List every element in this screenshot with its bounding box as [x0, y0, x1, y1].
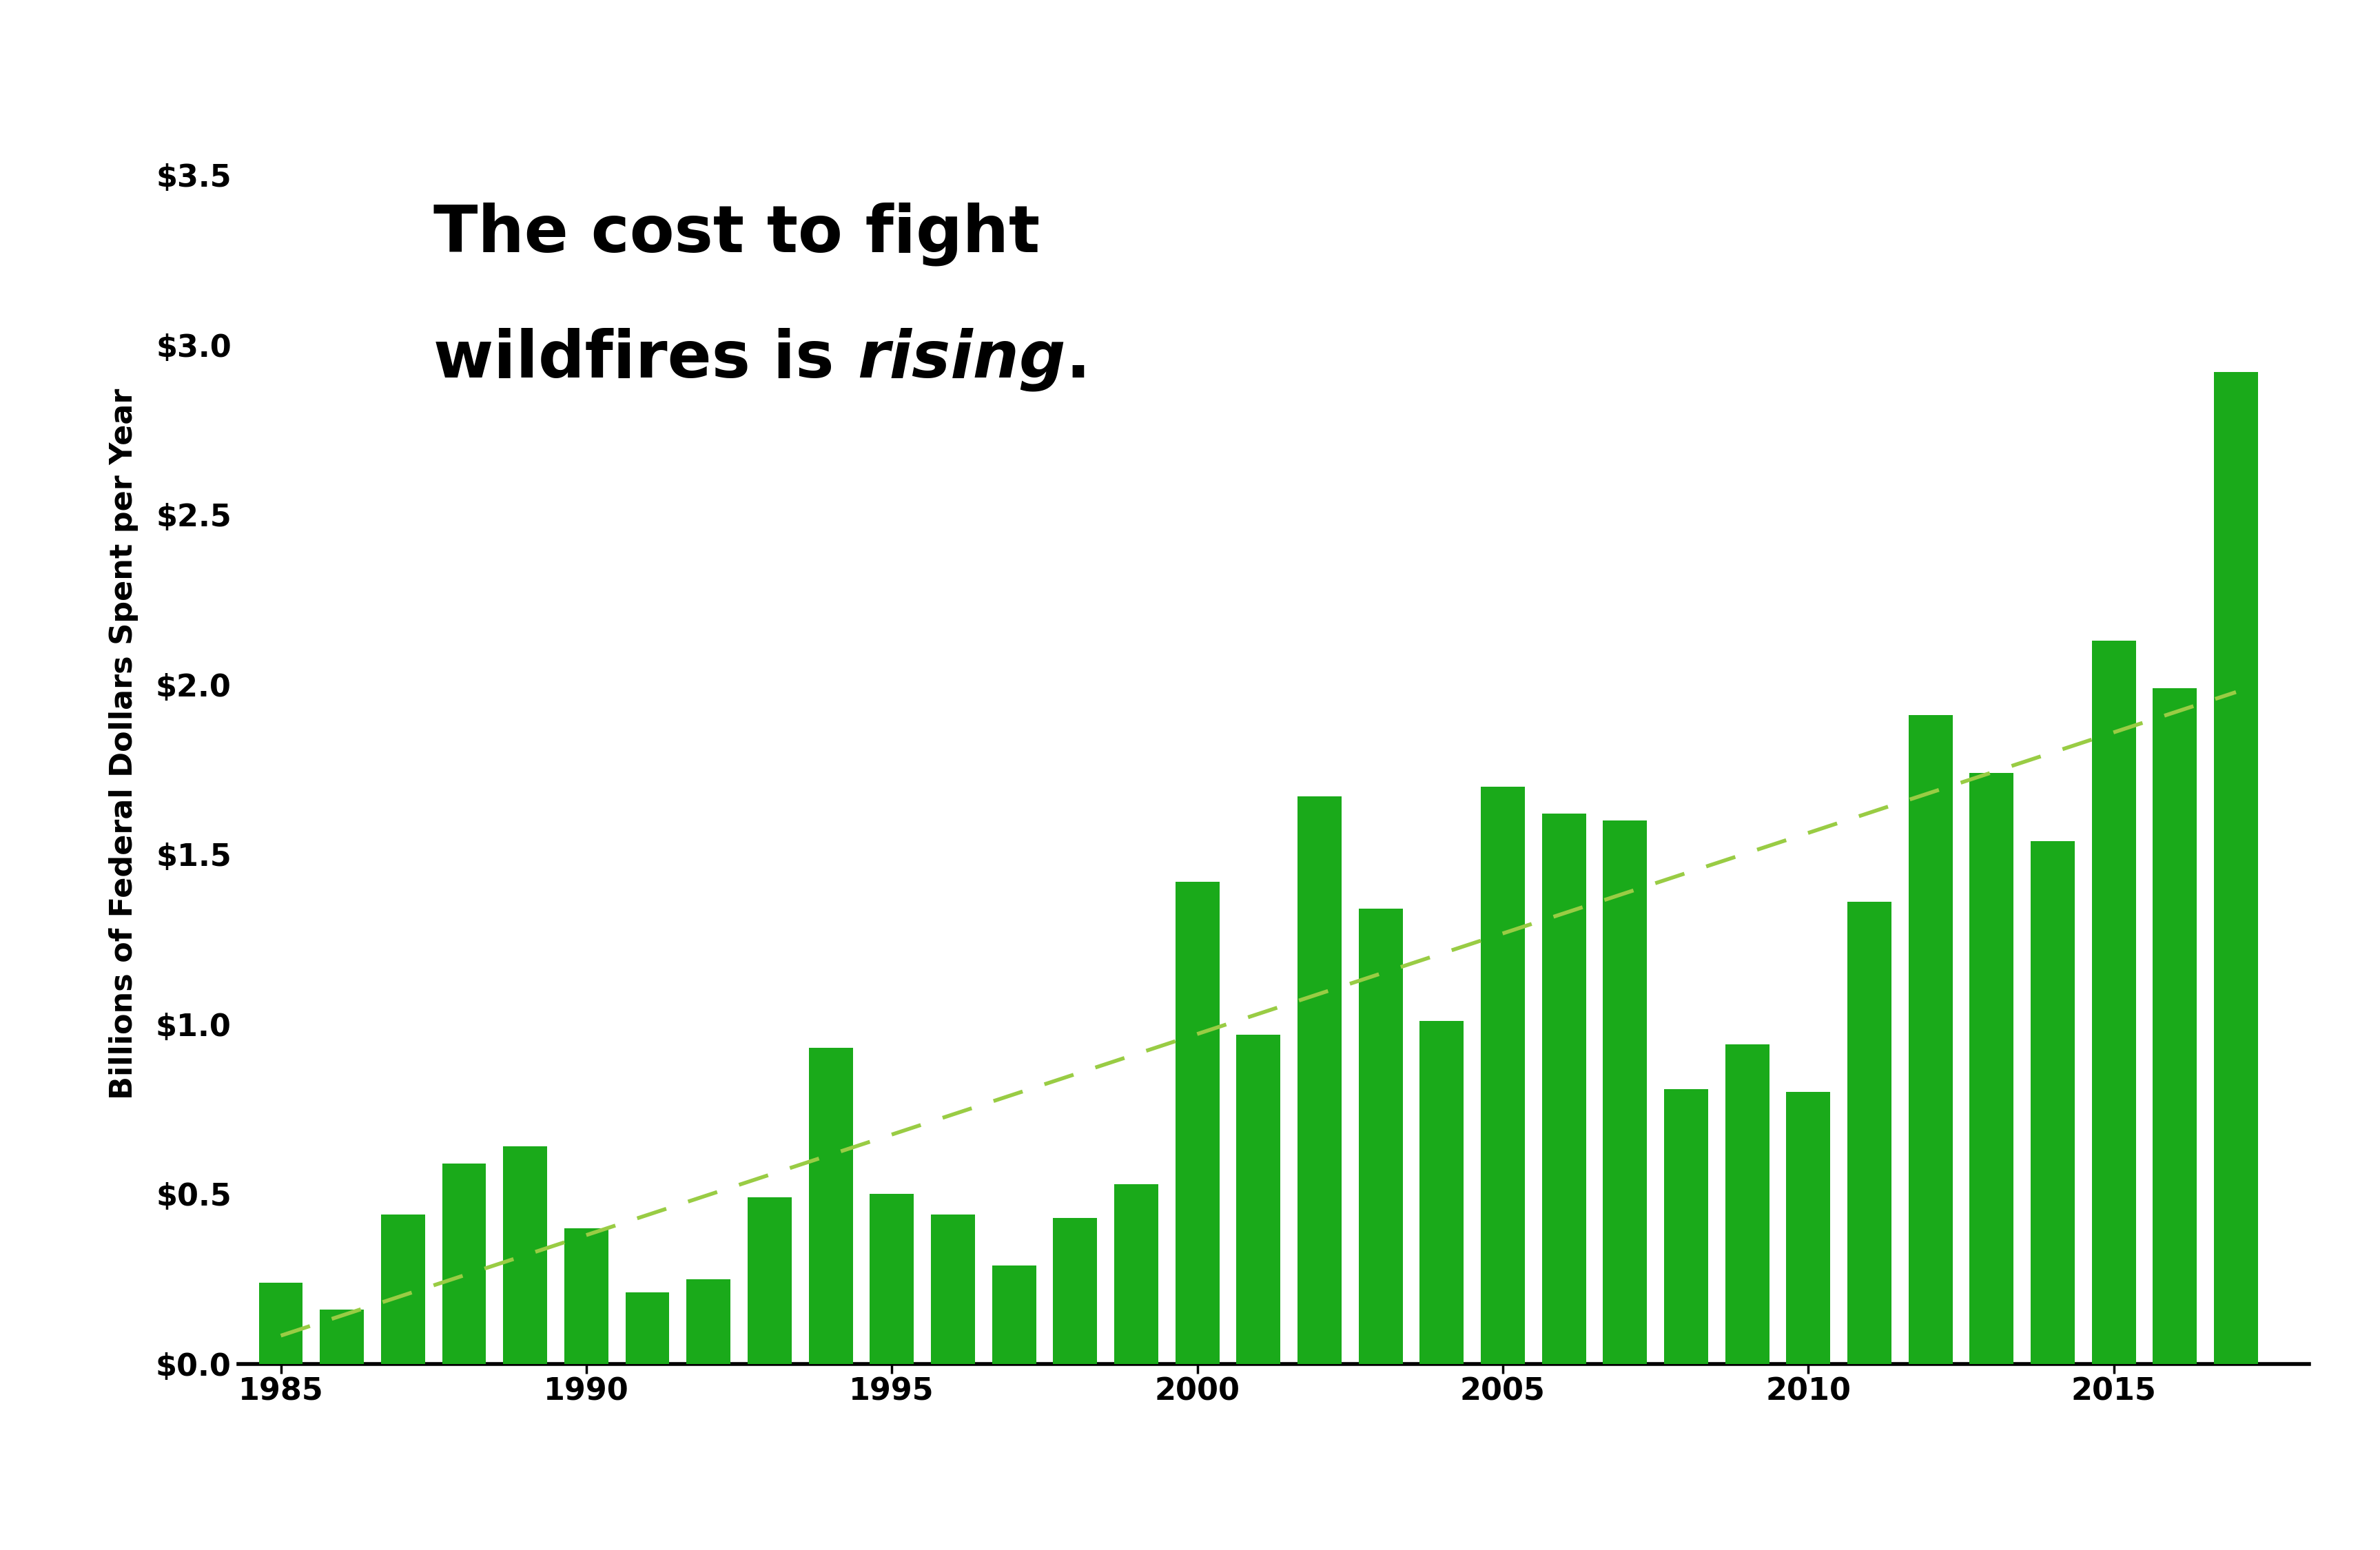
Bar — [1726, 1045, 1768, 1364]
Bar — [2213, 372, 2256, 1364]
Bar — [564, 1228, 609, 1364]
Bar — [931, 1215, 976, 1364]
Text: The cost to fight: The cost to fight — [433, 202, 1040, 267]
Bar — [1909, 715, 1952, 1364]
Bar — [259, 1282, 302, 1364]
Bar — [1542, 814, 1585, 1364]
Bar — [1847, 902, 1890, 1364]
Y-axis label: Billions of Federal Dollars Spent per Year: Billions of Federal Dollars Spent per Ye… — [109, 389, 138, 1099]
Bar — [1052, 1218, 1097, 1364]
Bar — [1114, 1184, 1157, 1364]
Bar — [2030, 840, 2073, 1364]
Bar — [502, 1147, 547, 1364]
Bar — [1968, 773, 2013, 1364]
Text: rising: rising — [857, 329, 1066, 392]
Bar — [1297, 797, 1340, 1364]
Bar — [1480, 786, 1523, 1364]
Bar — [319, 1310, 364, 1364]
Bar — [2152, 688, 2197, 1364]
Bar — [1602, 820, 1647, 1364]
Bar — [443, 1164, 486, 1364]
Bar — [626, 1293, 669, 1364]
Bar — [1176, 882, 1219, 1364]
Bar — [1664, 1088, 1706, 1364]
Bar — [992, 1265, 1035, 1364]
Bar — [809, 1048, 852, 1364]
Bar — [747, 1198, 793, 1364]
Bar — [1418, 1021, 1464, 1364]
Bar — [1235, 1034, 1280, 1364]
Text: .: . — [1066, 329, 1090, 391]
Bar — [381, 1215, 426, 1364]
Bar — [1359, 908, 1402, 1364]
Bar — [685, 1279, 731, 1364]
Bar — [2092, 640, 2135, 1364]
Text: wildfires is: wildfires is — [433, 329, 857, 391]
Bar — [1785, 1093, 1830, 1364]
Bar — [869, 1194, 914, 1364]
